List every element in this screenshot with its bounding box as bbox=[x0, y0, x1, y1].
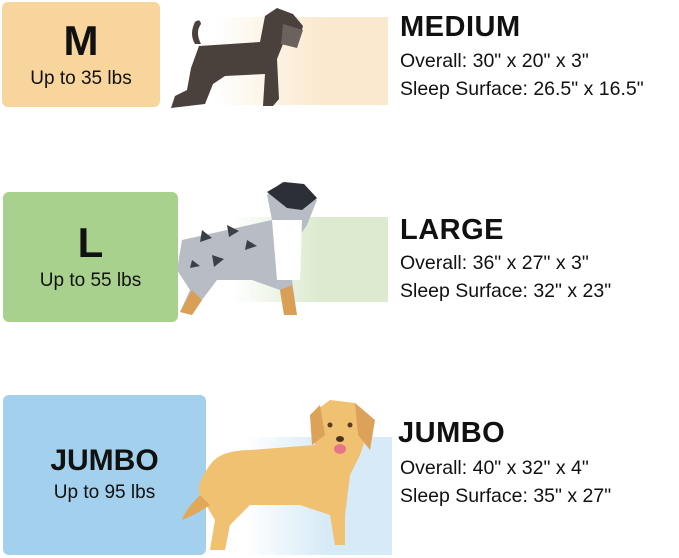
overall-dimensions: Overall: 36" x 27" x 3" bbox=[400, 252, 589, 274]
schnauzer-dog-icon bbox=[171, 8, 303, 108]
badge-label: L bbox=[77, 219, 104, 266]
size-title: MEDIUM bbox=[400, 11, 521, 43]
sleep-surface-dimensions: Sleep Surface: 32" x 23" bbox=[400, 280, 612, 302]
golden-retriever-dog-icon bbox=[182, 400, 375, 550]
sleep-surface-dimensions: Sleep Surface: 26.5" x 16.5" bbox=[400, 78, 644, 100]
medium-badge: M Up to 35 lbs bbox=[2, 2, 160, 107]
weight-label: Up to 35 lbs bbox=[30, 67, 132, 89]
weight-label: Up to 55 lbs bbox=[39, 270, 142, 291]
australian-shepherd-dog-icon bbox=[177, 182, 317, 315]
sleep-surface-dimensions: Sleep Surface: 35" x 27" bbox=[400, 485, 612, 507]
size-title: JUMBO bbox=[398, 417, 506, 449]
large-badge: L Up to 55 lbs bbox=[3, 192, 178, 322]
overall-dimensions: Overall: 40" x 32" x 4" bbox=[400, 457, 589, 479]
overall-dimensions: Overall: 30" x 20" x 3" bbox=[400, 50, 589, 72]
size-title: LARGE bbox=[400, 214, 504, 246]
jumbo-badge: JUMBO Up to 95 lbs bbox=[3, 395, 206, 555]
badge-label: JUMBO bbox=[50, 444, 159, 477]
weight-label: Up to 95 lbs bbox=[53, 482, 156, 503]
badge-label: M bbox=[63, 16, 99, 64]
